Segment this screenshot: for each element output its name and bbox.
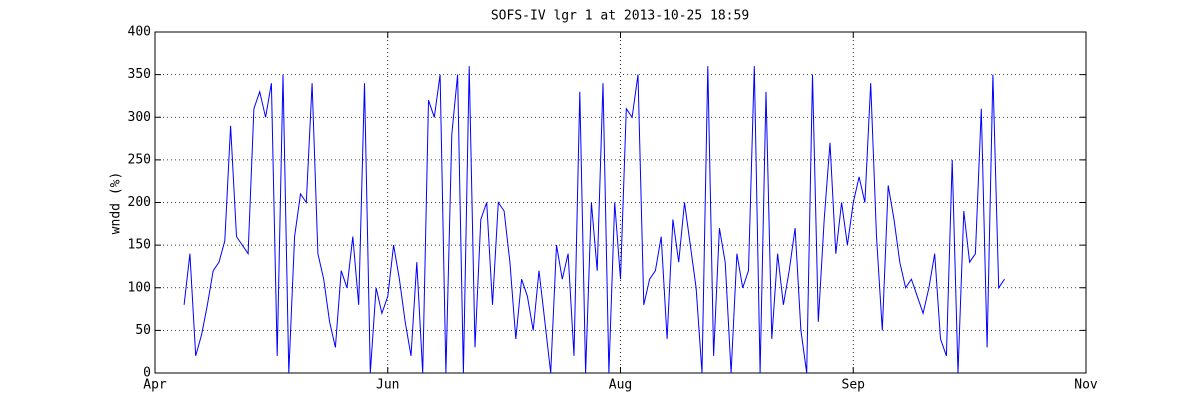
y-tick-label: 200	[128, 195, 151, 210]
y-tick-label: 0	[143, 366, 151, 381]
y-tick-label: 50	[135, 323, 151, 338]
x-tick-label: Sep	[842, 378, 866, 393]
x-tick-label: Aug	[609, 378, 632, 393]
y-tick-label: 250	[128, 152, 151, 167]
y-tick-label: 150	[128, 238, 151, 253]
chart-title: SOFS-IV lgr 1 at 2013-10-25 18:59	[491, 9, 749, 24]
y-tick-label: 350	[128, 67, 151, 82]
x-tick-label: Apr	[143, 378, 167, 393]
plot-frame	[154, 31, 1087, 374]
y-tick-label: 400	[128, 25, 151, 40]
x-tick-label: Nov	[1074, 378, 1098, 393]
y-tick-label: 100	[128, 280, 151, 295]
data-line	[183, 66, 1005, 374]
y-tick-label: 300	[128, 110, 151, 125]
y-axis-label: wndd (%)	[109, 172, 124, 235]
x-tick-label: Jun	[376, 378, 399, 393]
